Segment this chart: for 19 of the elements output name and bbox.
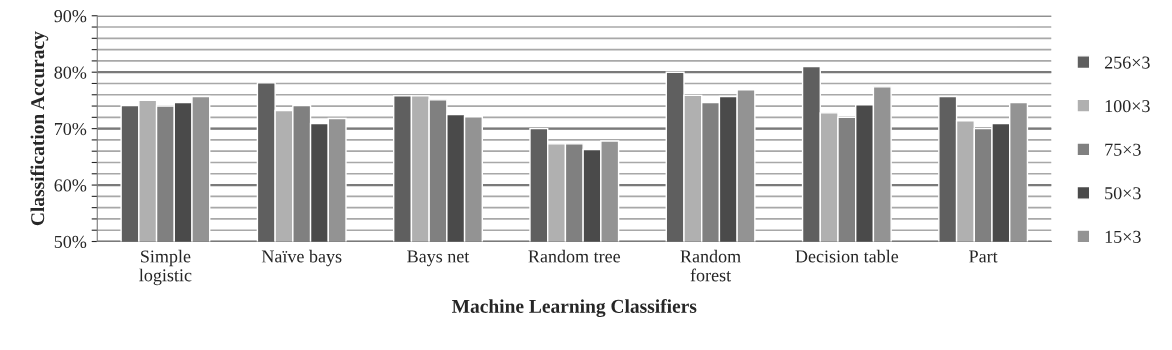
x-tick-label: Random tree [528,249,621,263]
x-tick-label: Bays net [407,250,470,267]
legend-label: 100×3 [1105,100,1150,113]
x-tick-label: Simple logistic [139,249,192,286]
x-tick-label: Naïve bays [261,249,342,267]
x-tick-label: Decision table [795,249,899,263]
legend-label: 50×3 [1105,187,1141,200]
legend-label: 75×3 [1105,143,1141,156]
x-tick-label: Part [969,250,998,263]
y-tick-label: 80% [54,66,87,79]
y-tick-label: 60% [54,179,87,192]
y-tick-label: 70% [54,122,87,136]
y-axis-title: Classification Accuracy [30,31,49,226]
y-tick-label: 50% [54,235,87,248]
legend-label: 256×3 [1104,56,1150,69]
legend-label: 15×3 [1105,230,1141,243]
y-tick-label: 90% [54,10,87,23]
x-tick-label: Random forest [680,249,741,282]
x-axis-title: Machine Learning Classifiers [452,299,697,318]
